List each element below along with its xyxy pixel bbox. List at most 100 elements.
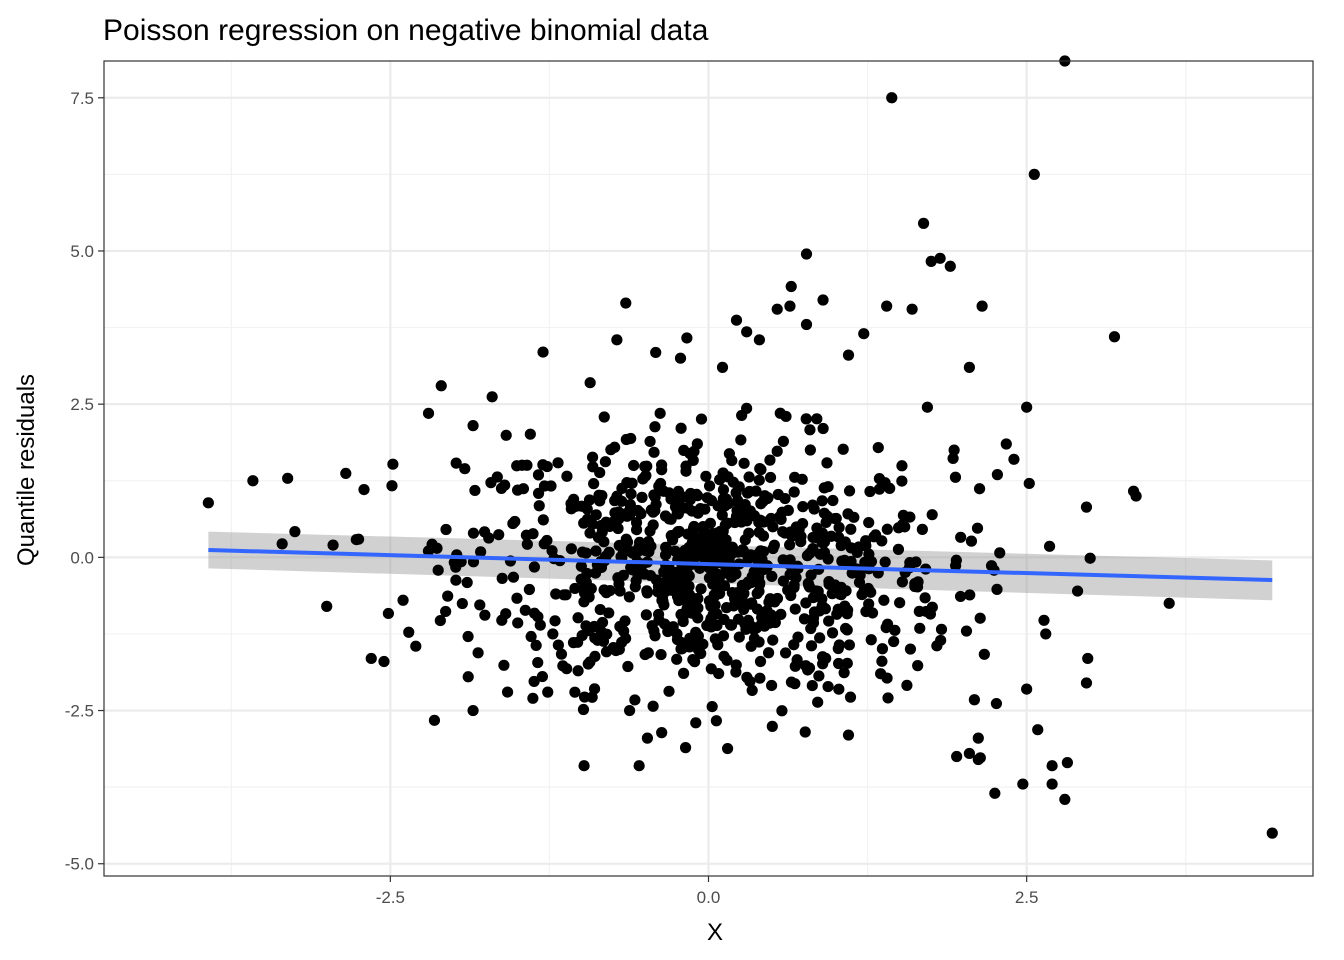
data-point [499, 479, 511, 491]
data-point [479, 609, 491, 621]
data-point [863, 516, 875, 529]
data-point [695, 583, 707, 595]
data-point [586, 451, 599, 463]
data-point [542, 686, 554, 698]
data-point [621, 477, 633, 489]
data-point [837, 443, 849, 455]
data-point [1000, 438, 1012, 450]
data-point [935, 623, 948, 635]
data-point [501, 686, 514, 698]
data-point [653, 480, 665, 492]
data-point [738, 457, 750, 469]
data-point [613, 513, 625, 525]
data-point [496, 572, 508, 584]
data-point [912, 660, 924, 672]
data-point [431, 542, 443, 554]
data-point [974, 752, 986, 764]
data-point [730, 659, 742, 671]
data-point [800, 413, 812, 425]
data-point [1082, 652, 1094, 665]
data-point [754, 672, 766, 684]
data-point [321, 600, 333, 612]
data-point [550, 588, 562, 600]
data-point [710, 715, 722, 727]
data-point [785, 280, 797, 293]
data-point [525, 630, 537, 643]
data-point [904, 643, 917, 655]
data-point [833, 521, 845, 534]
data-point [821, 510, 833, 522]
data-point [878, 594, 890, 606]
data-point [743, 471, 755, 483]
data-point [714, 474, 726, 486]
data-point [788, 486, 800, 498]
data-point [745, 549, 757, 561]
data-point [639, 648, 651, 661]
data-point [973, 483, 986, 495]
data-point [859, 556, 871, 568]
data-point [800, 318, 813, 331]
data-point [827, 494, 839, 507]
data-point [387, 458, 399, 470]
data-point [634, 507, 646, 519]
data-point [647, 700, 659, 712]
data-point [844, 691, 857, 703]
data-point [720, 602, 733, 614]
data-point [276, 538, 288, 550]
data-point [800, 248, 813, 260]
data-point [691, 640, 703, 653]
data-point [620, 297, 632, 309]
data-point [358, 483, 370, 496]
data-point [963, 747, 975, 760]
grid-major [104, 61, 1313, 876]
data-point [628, 459, 640, 472]
data-point [872, 441, 884, 454]
data-point [775, 608, 787, 620]
data-point [644, 435, 656, 448]
data-point [777, 435, 789, 447]
data-point [944, 260, 956, 272]
data-point [671, 653, 683, 665]
data-point [974, 612, 986, 624]
data-point [1046, 778, 1058, 790]
data-point [652, 608, 665, 621]
data-point [496, 614, 508, 626]
data-point [1108, 331, 1121, 343]
data-point [805, 622, 817, 635]
data-point [435, 380, 447, 392]
data-point [675, 636, 687, 649]
data-point [814, 632, 826, 644]
data-point [948, 444, 960, 456]
data-point [685, 487, 697, 500]
data-point [649, 421, 661, 433]
data-point [744, 506, 756, 519]
data-point [557, 660, 569, 672]
data-point [636, 491, 648, 503]
data-point [666, 584, 678, 596]
data-point [671, 506, 683, 518]
data-point [919, 592, 931, 604]
data-point [511, 484, 524, 496]
data-point [589, 650, 601, 663]
data-point [654, 407, 666, 419]
data-point [789, 678, 801, 690]
data-point [789, 603, 801, 615]
data-point [831, 608, 843, 620]
data-point [845, 523, 857, 535]
data-point [800, 597, 812, 609]
data-point [472, 647, 484, 659]
data-point [432, 564, 444, 576]
data-point [934, 252, 946, 264]
data-point [475, 546, 487, 558]
data-point [737, 544, 749, 556]
data-point [785, 526, 797, 538]
data-point [790, 572, 802, 584]
y-tick-label: 7.5 [70, 89, 94, 108]
data-point [964, 589, 976, 601]
data-point [730, 510, 743, 522]
data-point [771, 303, 783, 315]
data-point [816, 527, 828, 539]
data-point [654, 579, 666, 591]
data-point [350, 533, 362, 546]
data-point [493, 529, 505, 541]
